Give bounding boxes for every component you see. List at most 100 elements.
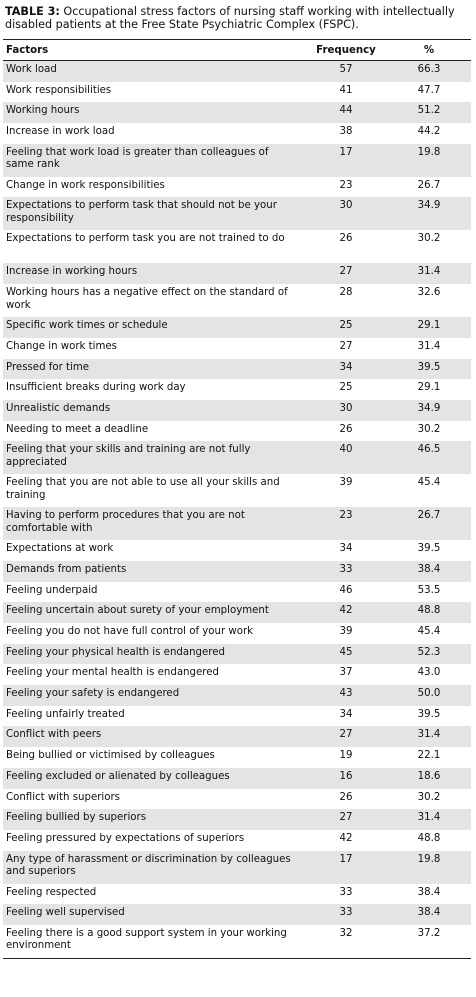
percent-cell: 39.5 (417, 543, 441, 555)
percent-cell: 29.1 (417, 382, 441, 394)
frequency-cell: 41 (339, 84, 353, 96)
factor-cell: Feeling uncertain about surety of your e… (6, 605, 269, 617)
table-row: Unrealistic demands 30 34.9 (3, 399, 471, 421)
table-row: Expectations to perform task you are not… (3, 230, 471, 264)
percent-cell: 31.4 (417, 266, 441, 278)
percent-cell: 30.2 (417, 791, 441, 803)
header-percent: % (423, 44, 435, 56)
factor-cell: Increase in work load (6, 126, 115, 138)
percent-cell: 53.5 (417, 584, 441, 596)
table-row: Change in work responsibilities 23 26.7 (3, 176, 471, 198)
table-row: Demands from patients 33 38.4 (3, 560, 471, 582)
frequency-cell: 44 (339, 105, 353, 117)
frequency-cell: 17 (339, 853, 353, 865)
table-row: Increase in work load 38 44.2 (3, 123, 471, 144)
table-row: Being bullied or victimised by colleague… (3, 747, 471, 768)
factor-cell: Feeling well supervised (6, 907, 125, 919)
frequency-cell: 27 (339, 340, 353, 352)
factor-cell: Working hours has a negative effect on t… (6, 287, 288, 311)
frequency-cell: 43 (339, 688, 353, 700)
table-label: TABLE 3: (5, 5, 60, 18)
percent-cell: 38.4 (417, 886, 441, 898)
factor-cell: Feeling underpaid (6, 584, 98, 596)
table-row: Feeling that your skills and training ar… (3, 441, 471, 475)
factor-cell: Demands from patients (6, 563, 127, 575)
table-header: Factors Frequency % (3, 40, 471, 61)
frequency-cell: 34 (339, 708, 353, 720)
frequency-cell: 28 (339, 287, 353, 299)
frequency-cell: 23 (339, 510, 353, 522)
factor-cell: Unrealistic demands (6, 402, 111, 414)
table-row: Insufficient breaks during work day 25 29.… (3, 379, 471, 400)
frequency-cell: 38 (339, 126, 353, 138)
table-body: Work load 57 66.3 Work responsibilities 41 47… (3, 61, 471, 958)
frequency-cell: 25 (339, 320, 353, 332)
percent-cell: 50.0 (417, 688, 441, 700)
percent-cell: 52.3 (417, 646, 441, 658)
frequency-cell: 16 (339, 770, 353, 782)
table-row: Pressed for time 34 39.5 (3, 358, 471, 380)
frequency-cell: 32 (339, 927, 353, 939)
table-row: Specific work times or schedule 25 29.1 (3, 317, 471, 338)
frequency-cell: 45 (339, 646, 353, 658)
table-row: Working hours has a negative effect on t… (3, 284, 471, 318)
factor-cell: Needing to meet a deadline (6, 423, 149, 435)
header-factors: Factors (6, 44, 49, 56)
table-row: Feeling well supervised 33 38.4 (3, 904, 471, 925)
table-caption: TABLE 3: Occupational stress factors of … (5, 5, 471, 31)
frequency-cell: 27 (339, 729, 353, 741)
frequency-cell: 25 (339, 382, 353, 394)
table-row: Work responsibilities 41 47.7 (3, 81, 471, 103)
percent-cell: 31.4 (417, 340, 441, 352)
factor-cell: Feeling your mental health is endangered (6, 667, 219, 679)
table-row: Feeling bullied by superiors 27 31.4 (3, 809, 471, 830)
frequency-cell: 46 (339, 584, 353, 596)
percent-cell: 39.5 (417, 361, 441, 373)
table-row: Feeling you do not have full control of … (3, 623, 471, 644)
frequency-cell: 27 (339, 812, 353, 824)
factor-cell: Conflict with superiors (6, 791, 120, 803)
factor-cell: Working hours (6, 105, 80, 117)
table-row: Feeling your physical health is endanger… (3, 643, 471, 665)
table-row: Feeling that work load is greater than c… (3, 143, 471, 177)
percent-cell: 66.3 (417, 64, 441, 75)
table-row: Feeling your safety is endangered 43 50.0 (3, 685, 471, 706)
stress-factors-table: Factors Frequency % Work load 57 66.3 Work … (3, 39, 471, 959)
table-row: Expectations at work 34 39.5 (3, 540, 471, 561)
table-row: Feeling unfairly treated 34 39.5 (3, 705, 471, 727)
frequency-cell: 19 (339, 750, 353, 762)
frequency-cell: 26 (339, 233, 353, 245)
frequency-cell: 34 (339, 543, 353, 555)
frequency-cell: 17 (339, 146, 353, 158)
frequency-cell: 30 (339, 402, 353, 414)
factor-cell: Expectations to perform task you are not… (6, 233, 285, 245)
header-frequency: Frequency (316, 44, 376, 56)
frequency-cell: 37 (339, 667, 353, 679)
percent-cell: 30.2 (417, 233, 441, 245)
table-row: Any type of harassment or discrimination… (3, 850, 471, 884)
frequency-cell: 57 (339, 64, 353, 75)
factor-cell: Feeling bullied by superiors (6, 812, 147, 824)
frequency-cell: 33 (339, 907, 353, 919)
factor-cell: Feeling you do not have full control of … (6, 626, 254, 637)
percent-cell: 29.1 (417, 320, 441, 332)
factor-cell: Expectations to perform task that should… (6, 200, 277, 224)
frequency-cell: 39 (339, 626, 353, 637)
percent-cell: 44.2 (417, 126, 441, 138)
frequency-cell: 33 (339, 886, 353, 898)
percent-cell: 43.0 (417, 667, 441, 679)
percent-cell: 32.6 (417, 287, 441, 299)
table-row: Feeling that you are not able to use all… (3, 474, 471, 508)
factor-cell: Being bullied or victimised by colleague… (6, 750, 215, 762)
percent-cell: 45.4 (417, 477, 441, 489)
percent-cell: 31.4 (417, 812, 441, 824)
factor-cell: Feeling that you are not able to use all… (6, 477, 280, 501)
table-row: Feeling uncertain about surety of your e… (3, 602, 471, 623)
percent-cell: 37.2 (417, 927, 441, 939)
percent-cell: 46.5 (417, 444, 441, 456)
factor-cell: Feeling that work load is greater than c… (6, 146, 269, 171)
table-row: Feeling excluded or alienated by colleag… (3, 767, 471, 789)
factor-cell: Feeling that your skills and training ar… (6, 444, 251, 468)
frequency-cell: 33 (339, 563, 353, 575)
factor-cell: Conflict with peers (6, 729, 102, 741)
